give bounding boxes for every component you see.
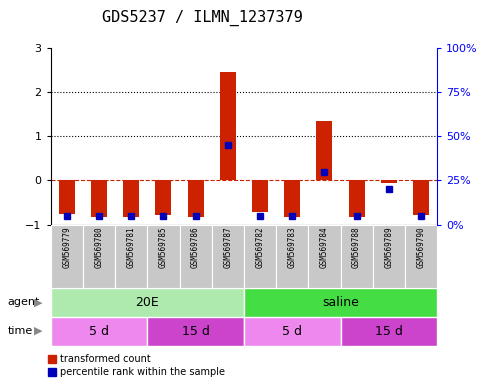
Bar <box>147 225 180 288</box>
Text: GSM569784: GSM569784 <box>320 227 329 268</box>
Bar <box>83 225 115 288</box>
Text: 5 d: 5 d <box>89 325 109 338</box>
Bar <box>284 180 300 217</box>
Text: ▶: ▶ <box>34 326 43 336</box>
Bar <box>341 225 373 288</box>
Bar <box>244 317 341 346</box>
Bar <box>308 225 341 288</box>
Text: 15 d: 15 d <box>375 325 403 338</box>
Text: GSM569782: GSM569782 <box>256 227 265 268</box>
Bar <box>349 180 365 217</box>
Text: saline: saline <box>322 296 359 309</box>
Bar <box>180 225 212 288</box>
Text: GDS5237 / ILMN_1237379: GDS5237 / ILMN_1237379 <box>102 10 303 26</box>
Bar <box>244 288 437 317</box>
Text: GSM569785: GSM569785 <box>159 227 168 268</box>
Legend: transformed count, percentile rank within the sample: transformed count, percentile rank withi… <box>48 354 225 377</box>
Text: ▶: ▶ <box>34 297 43 307</box>
Text: GSM569781: GSM569781 <box>127 227 136 268</box>
Bar <box>51 317 147 346</box>
Text: GSM569779: GSM569779 <box>62 227 71 268</box>
Text: GSM569789: GSM569789 <box>384 227 393 268</box>
Text: 15 d: 15 d <box>182 325 210 338</box>
Bar <box>123 180 139 217</box>
Bar <box>413 180 429 215</box>
Text: GSM569783: GSM569783 <box>288 227 297 268</box>
Bar <box>276 225 308 288</box>
Bar <box>316 121 332 180</box>
Bar <box>405 225 437 288</box>
Bar <box>373 225 405 288</box>
Text: GSM569790: GSM569790 <box>416 227 426 268</box>
Bar <box>244 225 276 288</box>
Bar <box>59 180 75 214</box>
Bar <box>115 225 147 288</box>
Text: GSM569788: GSM569788 <box>352 227 361 268</box>
Bar <box>156 180 171 215</box>
Bar <box>51 225 83 288</box>
Bar <box>252 180 268 212</box>
Text: GSM569786: GSM569786 <box>191 227 200 268</box>
Text: 5 d: 5 d <box>282 325 302 338</box>
Bar <box>91 180 107 217</box>
Text: time: time <box>7 326 32 336</box>
Text: GSM569787: GSM569787 <box>223 227 232 268</box>
Bar <box>212 225 244 288</box>
Bar <box>220 72 236 180</box>
Bar <box>341 317 437 346</box>
Bar <box>51 288 244 317</box>
Text: GSM569780: GSM569780 <box>95 227 103 268</box>
Text: agent: agent <box>7 297 40 307</box>
Bar <box>381 180 397 183</box>
Bar <box>187 180 204 217</box>
Text: 20E: 20E <box>135 296 159 309</box>
Bar <box>147 317 244 346</box>
